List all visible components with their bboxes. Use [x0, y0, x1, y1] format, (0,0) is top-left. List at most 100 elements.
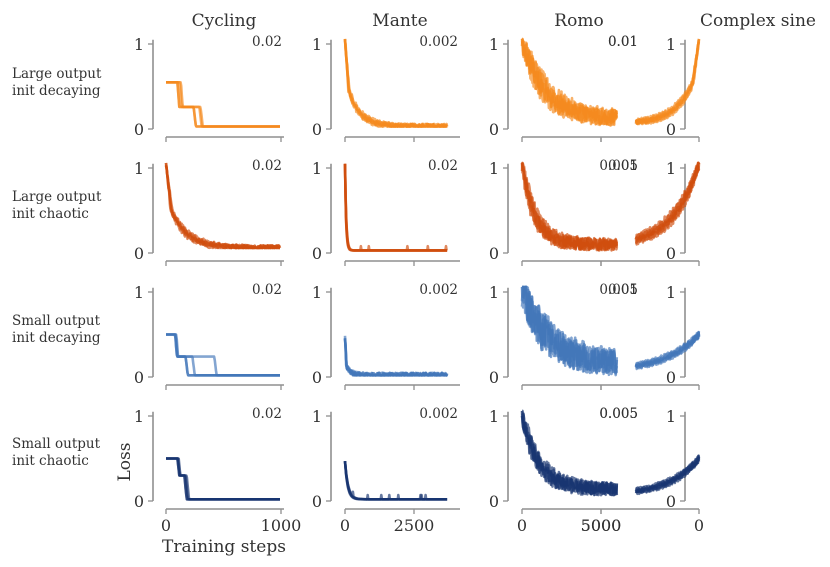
learning-rate-label: 0.01 — [608, 34, 638, 50]
y-tick-label: 1 — [489, 407, 499, 426]
loss-curve-run-2 — [165, 333, 281, 377]
x-axis-label: Training steps — [162, 537, 286, 557]
loss-curve-run-3 — [634, 330, 701, 367]
loss-curve-run-3 — [165, 81, 281, 128]
loss-curve-run-0 — [165, 457, 281, 501]
loss-curve-run-1 — [165, 457, 281, 501]
loss-curve-run-3 — [343, 40, 448, 128]
panel-r2-c3: 0 1 0.005 — [599, 282, 701, 390]
x-tick-label: 0 — [161, 516, 171, 535]
loss-curve-run-1 — [343, 335, 449, 377]
learning-rate-label: 0.01 — [608, 282, 638, 298]
y-tick-label: 1 — [666, 159, 676, 178]
loss-curve-run-3 — [634, 454, 701, 494]
column-titles: Cycling Mante Romo Complex sine — [192, 11, 816, 31]
column-title-cycling: Cycling — [192, 11, 257, 31]
row-label-2-line2: init decaying — [12, 330, 101, 346]
x-tick-label: 0 — [340, 516, 350, 535]
loss-curve-run-3 — [520, 285, 619, 374]
row-label-1-line2: init chaotic — [12, 206, 89, 222]
y-tick-label: 1 — [312, 407, 322, 426]
y-tick-label: 1 — [134, 35, 144, 54]
learning-rate-label: 0.005 — [599, 158, 638, 174]
y-tick-label: 0 — [489, 492, 499, 511]
y-tick-label: 1 — [489, 35, 499, 54]
y-axis-label: Loss — [115, 443, 135, 482]
x-tick-label: 0 — [517, 516, 527, 535]
loss-curve-run-0 — [343, 163, 448, 252]
row-label-0-line2: init decaying — [12, 83, 101, 99]
y-tick-label: 0 — [312, 244, 322, 263]
learning-rate-label: 0.002 — [419, 406, 458, 422]
y-tick-label: 1 — [489, 283, 499, 302]
loss-curve-run-1 — [343, 460, 448, 501]
learning-rate-label: 0.02 — [252, 406, 282, 422]
loss-curve-run-1 — [165, 333, 281, 377]
y-tick-label: 0 — [134, 492, 144, 511]
loss-curve-run-3 — [165, 333, 281, 377]
row-label-0-line1: Large output — [12, 66, 102, 82]
row-label-3-line2: init chaotic — [12, 453, 89, 469]
panel-r0-c3: 010.01 — [600, 34, 701, 142]
panel-r3-c0: 0 1 0 1000 0.02 — [134, 406, 302, 535]
loss-curve-run-3 — [343, 460, 448, 501]
y-tick-label: 0 — [666, 120, 676, 139]
loss-curve-run-3 — [343, 338, 449, 377]
panel-r3-c1: 0 1 0 2500 0.002 — [312, 406, 460, 535]
loss-curve-run-2 — [343, 163, 448, 252]
row-label-2-line1: Small output — [12, 313, 101, 329]
y-tick-label: 0 — [134, 244, 144, 263]
loss-curve-run-0 — [165, 333, 281, 377]
y-tick-label: 0 — [489, 244, 499, 263]
panel-r2-c0: 01 0.02 — [134, 282, 284, 390]
column-title-mante: Mante — [372, 11, 427, 31]
x-tick-label: 1000 — [261, 516, 302, 535]
panel-r1-c1: 01 0.02 — [312, 158, 460, 266]
y-tick-label: 0 — [666, 368, 676, 387]
learning-rate-label: 0.01 — [608, 34, 638, 50]
panel-r3-c3: 0 1 0 5000 0.005 — [581, 406, 704, 535]
panel-r1-c2: 01 0.01 — [489, 158, 640, 266]
panel-r0-c2: 01 0.01 — [489, 34, 640, 142]
panel-r0-c1: 0 1 0.002 — [312, 34, 460, 142]
y-tick-label: 0 — [312, 120, 322, 139]
x-tick-label: 2500 — [394, 516, 435, 535]
y-tick-label: 0 — [489, 120, 499, 139]
loss-curve-run-0 — [343, 338, 448, 377]
y-tick-label: 1 — [134, 407, 144, 426]
loss-curve-run-3 — [343, 163, 448, 252]
y-tick-label: 1 — [666, 35, 676, 54]
y-tick-label: 0 — [134, 368, 144, 387]
learning-rate-label: 0.02 — [252, 34, 282, 50]
panel-r2-c2: 01 0.01 — [489, 282, 640, 390]
panel-r1-c3: 0 1 0.005 — [599, 158, 701, 266]
learning-rate-label: 0.02 — [252, 158, 282, 174]
loss-curve-run-3 — [521, 409, 619, 497]
row-label-3-line1: Small output — [12, 436, 101, 452]
loss-curve-run-0 — [164, 165, 281, 250]
x-tick-label: 5000 — [581, 516, 622, 535]
learning-rate-label: 0.02 — [252, 282, 282, 298]
loss-curve-run-1 — [165, 81, 281, 128]
loss-curve-run-2 — [343, 338, 448, 377]
loss-curve-run-3 — [165, 457, 281, 501]
learning-rate-label: 0.002 — [419, 34, 458, 50]
learning-rate-label: 0.01 — [608, 158, 638, 174]
y-tick-label: 0 — [666, 492, 676, 511]
y-tick-label: 1 — [666, 407, 676, 426]
x-tick-label: 5000 — [581, 516, 622, 535]
loss-curve-run-3 — [164, 164, 281, 250]
y-tick-label: 1 — [489, 159, 499, 178]
learning-rate-label: 0.005 — [599, 282, 638, 298]
panel-r2-c1: 0 1 0.002 — [312, 282, 460, 390]
loss-curve-run-0 — [343, 460, 448, 501]
loss-curve-run-3 — [634, 38, 701, 125]
y-tick-label: 1 — [134, 283, 144, 302]
y-tick-label: 0 — [134, 120, 144, 139]
x-tick-label: 0 — [694, 516, 704, 535]
y-tick-label: 1 — [312, 283, 322, 302]
row-label-1-line1: Large output — [12, 189, 102, 205]
y-tick-label: 1 — [312, 35, 322, 54]
